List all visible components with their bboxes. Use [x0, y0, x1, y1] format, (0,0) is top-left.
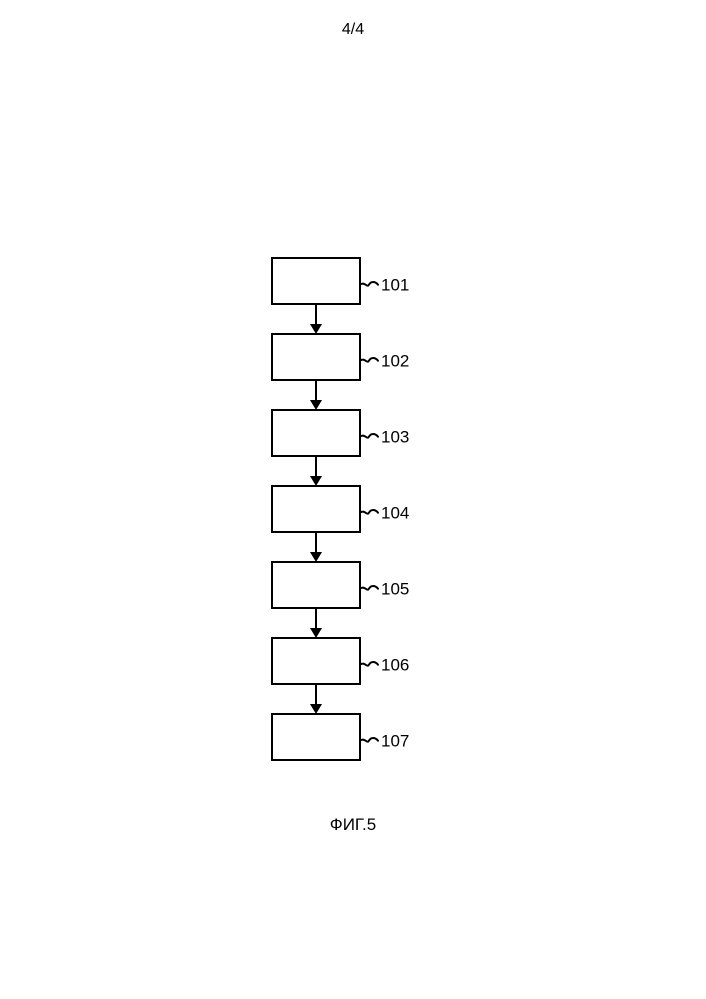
- node-label: 103: [381, 428, 409, 447]
- flow-node: [272, 486, 360, 532]
- flow-node: [272, 562, 360, 608]
- flow-node: [272, 410, 360, 456]
- node-label: 101: [381, 276, 409, 295]
- node-label: 102: [381, 352, 409, 371]
- node-label: 106: [381, 656, 409, 675]
- flow-node: [272, 258, 360, 304]
- flow-node: [272, 638, 360, 684]
- node-label: 105: [381, 580, 409, 599]
- flow-node: [272, 714, 360, 760]
- flow-node: [272, 334, 360, 380]
- svg-text:4/4: 4/4: [342, 21, 364, 38]
- figure-caption: ФИГ.5: [330, 815, 376, 834]
- node-label: 104: [381, 504, 409, 523]
- node-label: 107: [381, 732, 409, 751]
